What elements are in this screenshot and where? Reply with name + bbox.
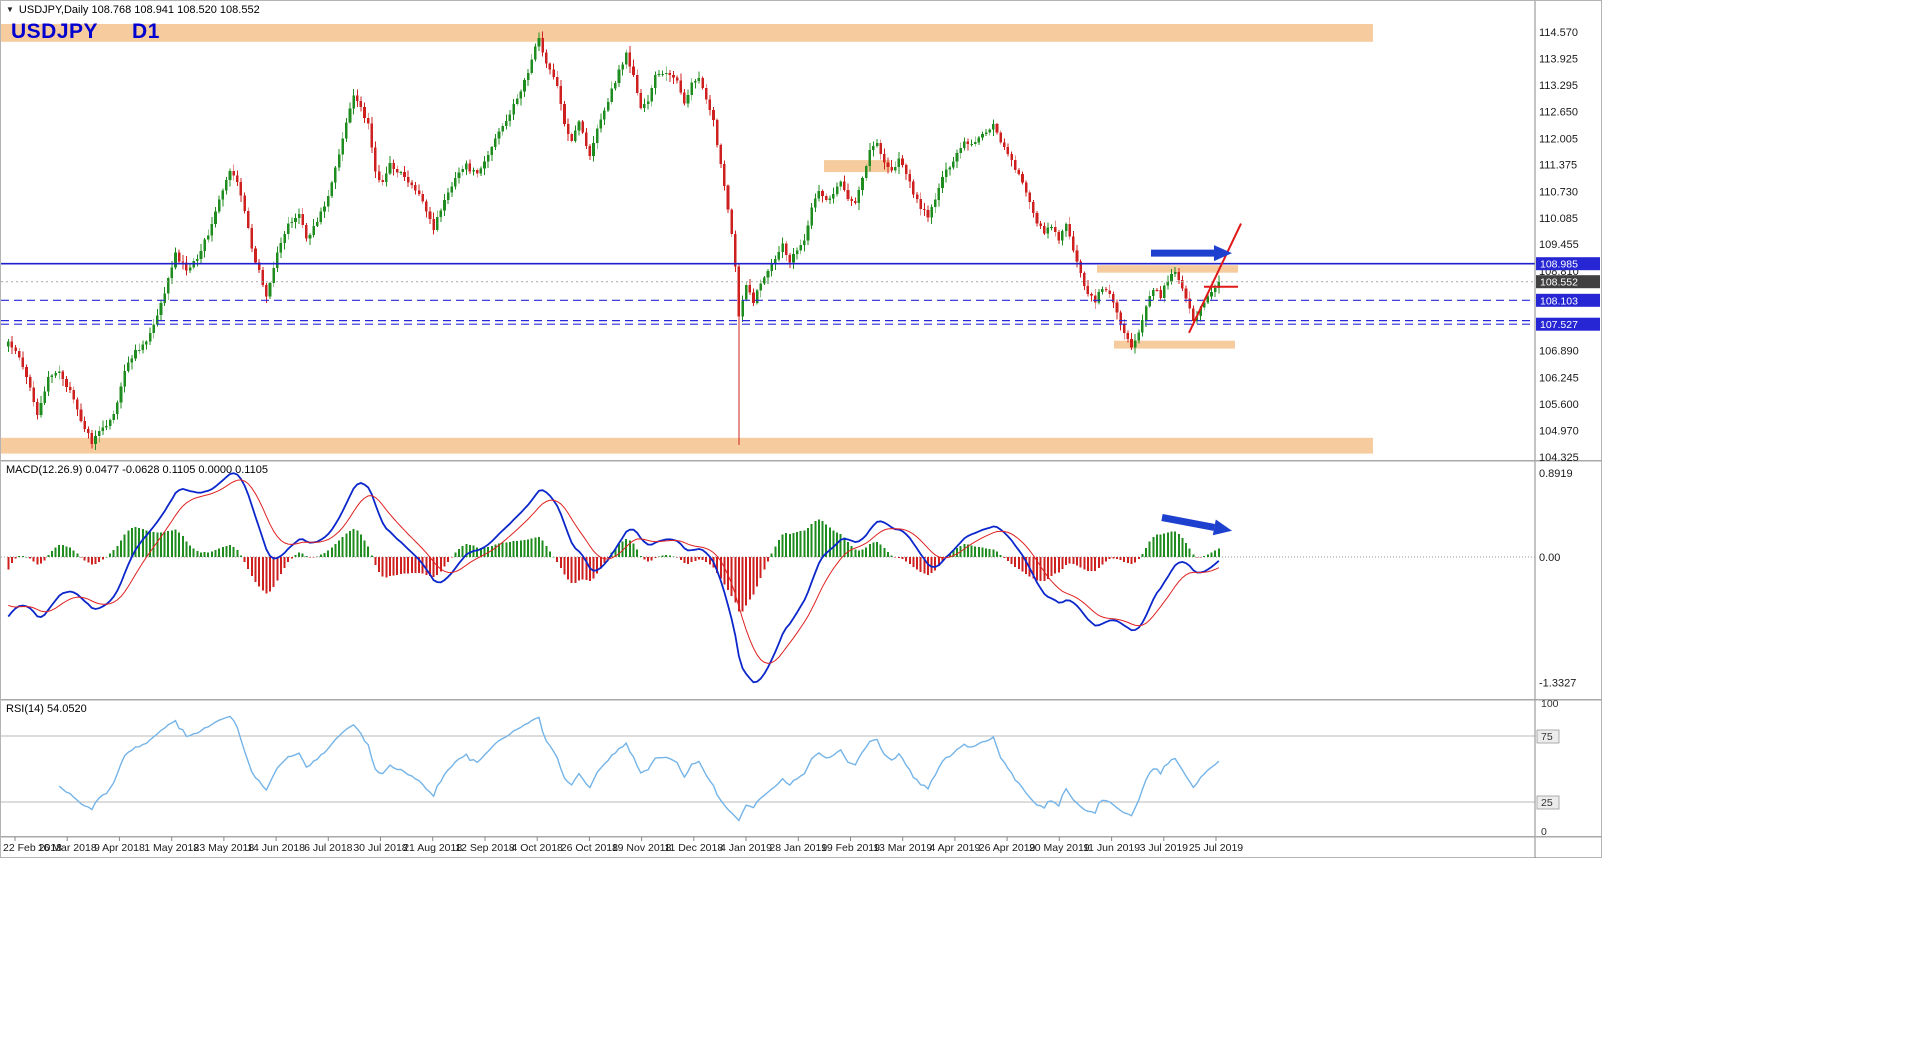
macd-momentum-arrow[interactable] <box>1161 514 1215 531</box>
macd-indicator-label: MACD(12.26.9) 0.0477 -0.0628 0.1105 0.00… <box>6 464 268 476</box>
date-axis-label: 4 Oct 2018 <box>512 842 564 854</box>
price-axis-label: 105.600 <box>1539 399 1579 411</box>
symbol-dropdown-icon[interactable]: ▼ <box>6 5 14 14</box>
price-tag-label: 108.103 <box>1540 295 1578 307</box>
macd-axis-label: 0.00 <box>1539 552 1560 564</box>
price-axis-label: 104.970 <box>1539 425 1579 437</box>
date-axis-label: 22 Feb 2018 <box>3 842 62 854</box>
chart-window: 114.570 113.925 113.295 112.650 112.005 111.3… <box>0 0 1602 858</box>
date-axis-label: 11 Jun 2019 <box>1083 842 1140 854</box>
price-tag[interactable] <box>1536 257 1600 271</box>
price-axis-label: 104.325 <box>1539 452 1579 464</box>
candles <box>7 31 1221 451</box>
price-tag-label: 108.552 <box>1540 277 1578 289</box>
price-axis-label: 112.650 <box>1539 107 1578 119</box>
rsi-level-chip <box>1536 795 1560 810</box>
price-axis: 114.570 113.925 113.295 112.650 112.005 111.3… <box>1536 27 1579 838</box>
date-axis-label: 26 Oct 2018 <box>561 842 618 854</box>
date-axis-label: 3 Jul 2019 <box>1140 842 1189 854</box>
demand-zone-jun2019[interactable] <box>1114 340 1235 349</box>
breakout-arrow-head[interactable] <box>1214 245 1232 262</box>
supply-zone-recent[interactable] <box>1097 265 1238 273</box>
date-axis-label: 23 May 2018 <box>194 842 255 854</box>
price-axis-label: 106.890 <box>1539 346 1579 358</box>
date-axis-label: 19 Nov 2018 <box>612 842 672 854</box>
supply-zone-feb2019[interactable] <box>824 160 890 173</box>
date-axis-label: 6 Jul 2018 <box>304 842 353 854</box>
price-axis-label: 110.730 <box>1539 186 1578 198</box>
price-axis-label: 109.455 <box>1539 239 1579 251</box>
date-axis-label: 14 Jun 2018 <box>247 842 305 854</box>
zones <box>1 24 1373 454</box>
price-axis-label: 112.005 <box>1539 133 1578 145</box>
separators <box>1 1 1602 858</box>
price-tag[interactable] <box>1536 275 1600 289</box>
date-axis-label: 26 Apr 2019 <box>979 842 1036 854</box>
macd-axis-label: -1.3327 <box>1539 677 1576 689</box>
date-axis-label: 12 Sep 2018 <box>455 842 515 854</box>
date-axis-label: 1 May 2018 <box>144 842 199 854</box>
macd-momentum-arrow-head[interactable] <box>1212 519 1232 536</box>
price-tags: 108.985 108.552 108.103 107.527 <box>1536 257 1600 331</box>
macd-axis-label: 0.8919 <box>1539 468 1573 480</box>
date-axis-label: 16 Mar 2018 <box>38 842 97 854</box>
ohlc-overlay: ▼ USDJPY,Daily 108.768 108.941 108.520 10… <box>6 4 260 16</box>
rsi-line <box>58 715 1220 822</box>
date-axis-label: 4 Apr 2019 <box>930 842 981 854</box>
date-axis-label: 30 Jul 2018 <box>353 842 407 854</box>
date-axis-label: 28 Jan 2019 <box>769 842 827 854</box>
rsi-axis-label: 100 <box>1541 698 1559 710</box>
price-tag[interactable] <box>1536 293 1600 307</box>
date-axis-label: 11 Dec 2018 <box>664 842 723 854</box>
resistance-zone-top[interactable] <box>1 24 1373 42</box>
price-tag-label: 107.527 <box>1540 319 1578 331</box>
price-axis-label: 114.570 <box>1539 27 1578 39</box>
macd-pane <box>1 519 1535 612</box>
rsi-axis-label: 25 <box>1541 797 1553 809</box>
date-axis-label: 9 Apr 2018 <box>94 842 145 854</box>
date-axis-label: 21 Aug 2018 <box>403 842 462 854</box>
chart-canvas[interactable]: 114.570 113.925 113.295 112.650 112.005 111.3… <box>1 1 1602 858</box>
rsi-axis-label: 0 <box>1541 826 1547 838</box>
price-levels <box>1 262 1535 325</box>
price-axis-label: 113.295 <box>1539 80 1578 92</box>
date-axis-label: 13 Mar 2019 <box>873 842 932 854</box>
date-axis-label: 4 Jan 2019 <box>720 842 772 854</box>
price-tag[interactable] <box>1536 317 1600 331</box>
price-axis-label: 106.245 <box>1539 372 1579 384</box>
support-zone-bottom[interactable] <box>1 437 1373 454</box>
ascending-trend-line[interactable] <box>1188 223 1242 334</box>
symbol-label: USDJPY <box>11 20 99 43</box>
macd-main-line <box>7 472 1220 684</box>
rsi-axis-label: 75 <box>1541 731 1553 743</box>
price-axis-label: 111.375 <box>1539 160 1577 172</box>
rsi-pane <box>1 715 1535 822</box>
macd-signal-line <box>8 479 1220 664</box>
timeframe-label: D1 <box>132 20 160 43</box>
price-axis-label: 113.925 <box>1539 54 1578 66</box>
date-axis-label: 25 Jul 2019 <box>1189 842 1243 854</box>
chart-annotation-title: USDJPY D1 <box>11 20 160 44</box>
ohlc-info: USDJPY,Daily 108.768 108.941 108.520 108… <box>18 4 260 16</box>
rsi-level-chip <box>1536 729 1560 744</box>
rsi-indicator-label: RSI(14) 54.0520 <box>6 703 87 715</box>
price-tag-label: 108.985 <box>1540 259 1578 271</box>
annotations <box>1151 223 1242 536</box>
date-axis-label: 19 Feb 2019 <box>821 842 880 854</box>
date-axis-label: 20 May 2019 <box>1029 842 1090 854</box>
price-axis-label: 110.085 <box>1539 213 1578 225</box>
macd-lines <box>7 472 1220 684</box>
